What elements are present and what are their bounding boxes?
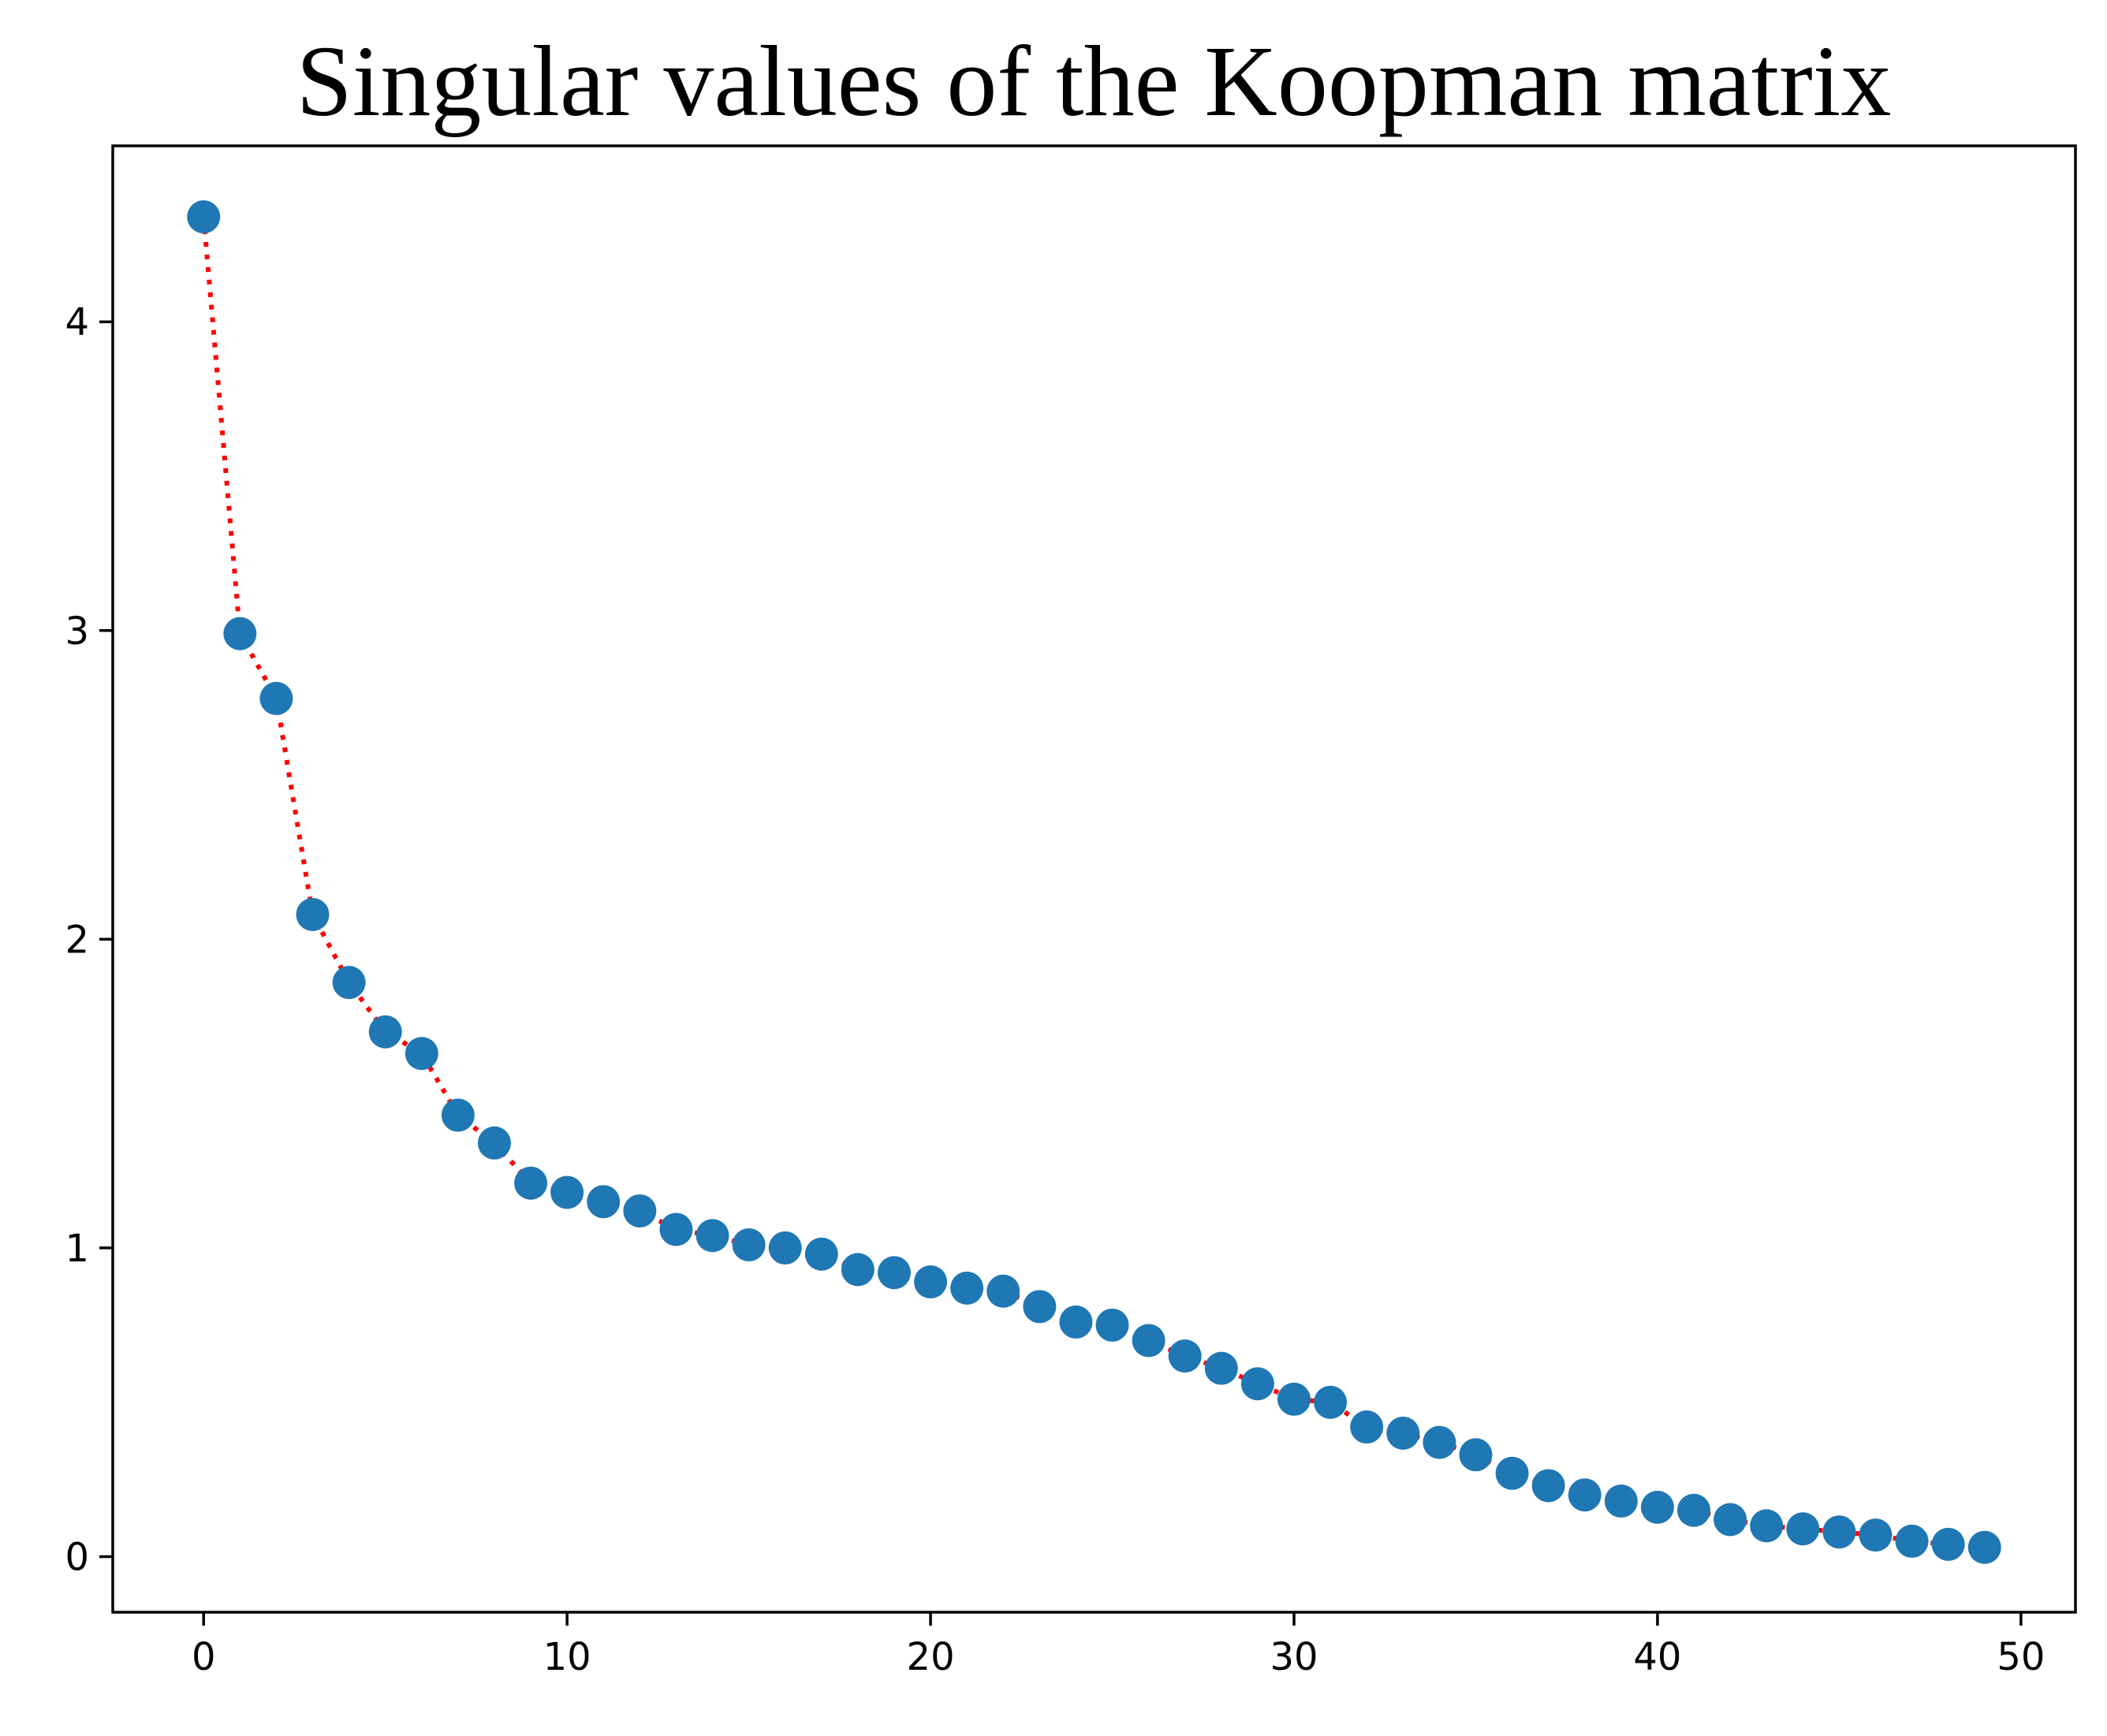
data-point bbox=[1132, 1324, 1165, 1358]
data-point bbox=[1423, 1425, 1456, 1459]
data-point bbox=[187, 200, 221, 234]
data-point bbox=[1168, 1339, 1202, 1373]
data-point bbox=[1931, 1527, 1965, 1561]
data-point bbox=[914, 1265, 948, 1299]
data-point bbox=[587, 1185, 621, 1219]
data-point bbox=[1495, 1456, 1529, 1490]
data-point bbox=[1822, 1515, 1856, 1549]
data-point bbox=[1459, 1438, 1493, 1472]
data-point bbox=[1677, 1493, 1711, 1527]
data-point bbox=[1350, 1410, 1384, 1444]
data-point bbox=[405, 1037, 438, 1071]
data-point bbox=[732, 1228, 766, 1262]
data-point bbox=[1967, 1530, 2001, 1564]
data-point bbox=[368, 1015, 402, 1049]
y-tick-label: 1 bbox=[65, 1227, 89, 1271]
x-tick-label: 20 bbox=[907, 1635, 955, 1679]
data-point bbox=[1023, 1290, 1057, 1324]
data-point bbox=[841, 1253, 874, 1287]
data-point bbox=[550, 1175, 584, 1209]
series-line bbox=[201, 216, 1986, 1550]
data-point bbox=[877, 1256, 911, 1290]
data-point bbox=[659, 1213, 693, 1246]
y-tick-label: 3 bbox=[65, 609, 89, 654]
x-tick-label: 0 bbox=[192, 1635, 216, 1679]
data-point bbox=[1714, 1503, 1747, 1537]
x-tick-label: 50 bbox=[1997, 1635, 2045, 1679]
data-point bbox=[1895, 1524, 1929, 1558]
data-point bbox=[259, 681, 293, 715]
data-point bbox=[1531, 1469, 1565, 1503]
data-point bbox=[768, 1231, 802, 1265]
data-point bbox=[441, 1098, 475, 1132]
data-point bbox=[477, 1126, 511, 1160]
x-tick-label: 30 bbox=[1270, 1635, 1318, 1679]
data-point bbox=[332, 966, 366, 1000]
data-point bbox=[1750, 1509, 1784, 1543]
axes-frame bbox=[111, 144, 2077, 1614]
x-tick-label: 10 bbox=[543, 1635, 591, 1679]
data-point bbox=[1095, 1308, 1129, 1342]
data-point bbox=[950, 1271, 984, 1305]
data-point bbox=[1314, 1385, 1348, 1419]
y-tick-label: 4 bbox=[65, 300, 89, 345]
data-point bbox=[623, 1194, 657, 1227]
data-point bbox=[1240, 1367, 1274, 1401]
data-point bbox=[223, 617, 257, 650]
data-point bbox=[514, 1166, 548, 1200]
plot-area: 0 10 20 30 40 50 0 1 2 3 4 bbox=[65, 144, 2077, 1679]
data-point bbox=[1640, 1490, 1674, 1524]
data-point bbox=[296, 898, 330, 932]
y-tick-label: 2 bbox=[65, 918, 89, 962]
data-point bbox=[1386, 1416, 1420, 1450]
data-point bbox=[1568, 1478, 1602, 1512]
chart-title: Singular values of the Koopman matrix bbox=[296, 25, 1892, 137]
data-point bbox=[695, 1219, 729, 1253]
data-point bbox=[986, 1274, 1020, 1308]
data-point bbox=[1604, 1485, 1638, 1518]
data-point bbox=[1059, 1305, 1093, 1339]
data-point bbox=[1277, 1382, 1311, 1416]
x-tick-label: 40 bbox=[1633, 1635, 1681, 1679]
y-tick-label: 0 bbox=[65, 1536, 89, 1580]
data-point bbox=[1859, 1518, 1893, 1552]
data-point bbox=[804, 1237, 838, 1271]
data-point bbox=[1786, 1512, 1820, 1546]
data-point bbox=[1204, 1351, 1238, 1385]
